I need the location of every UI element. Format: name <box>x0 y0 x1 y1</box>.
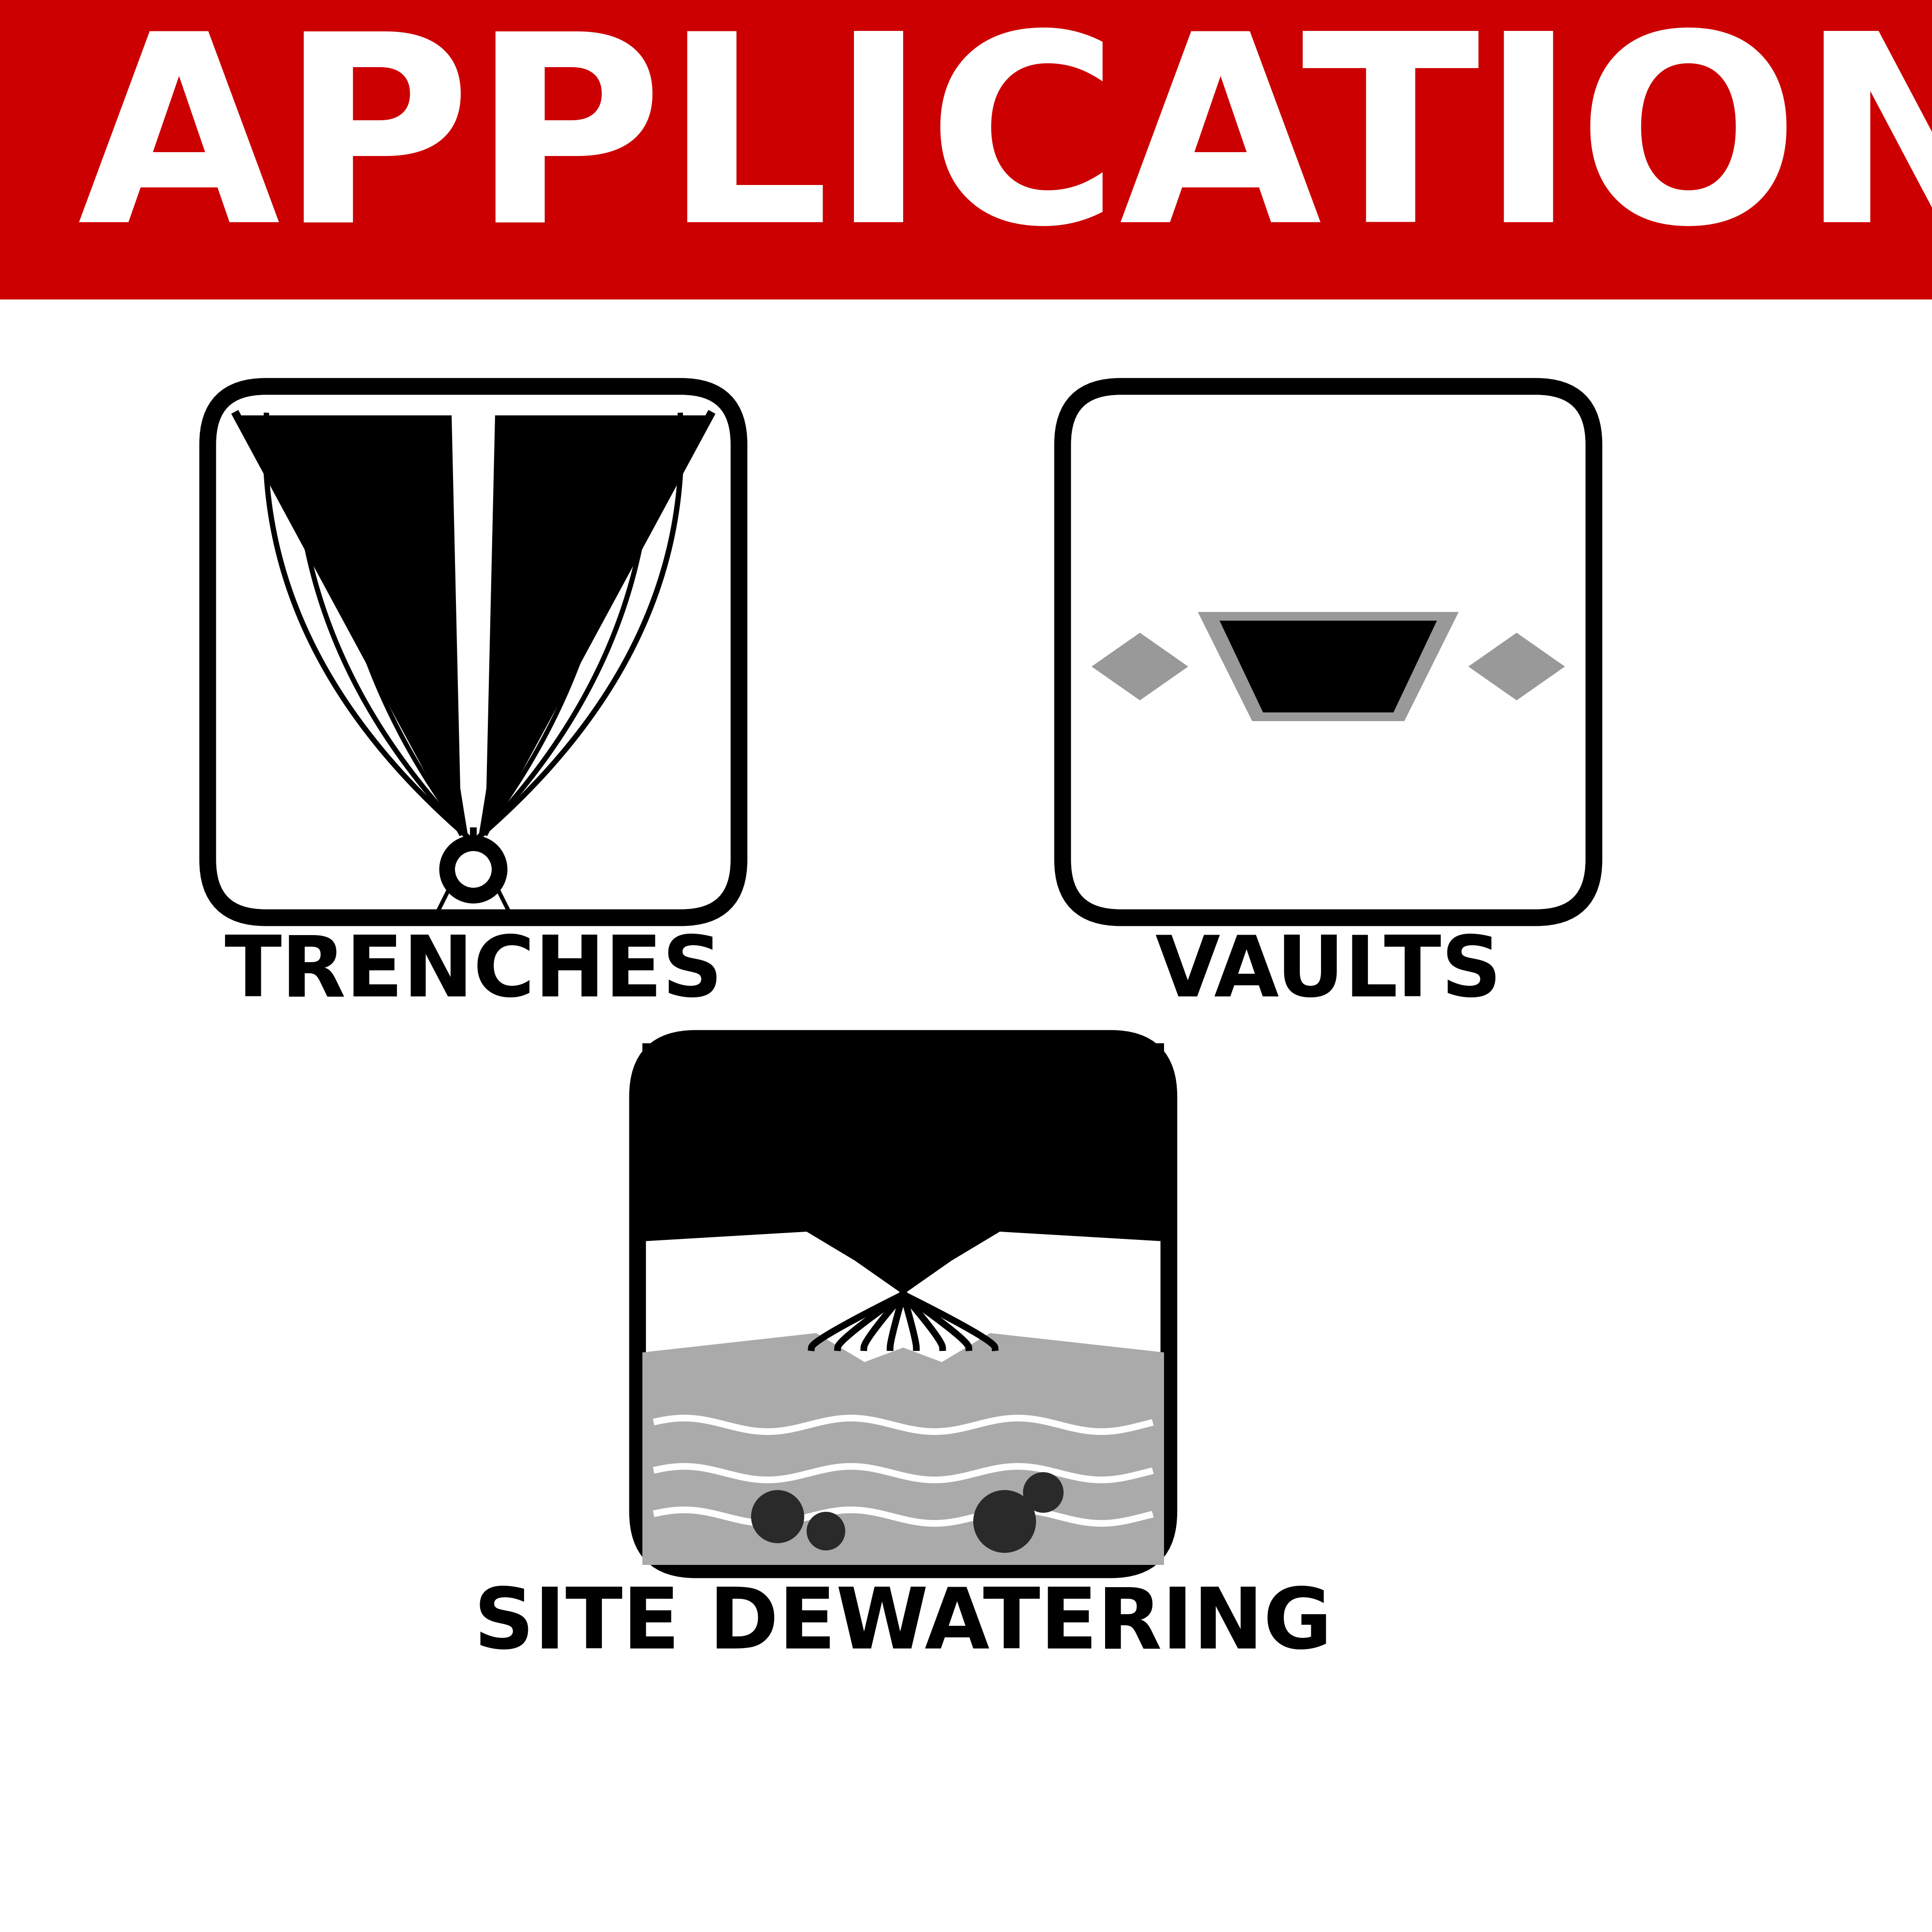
FancyBboxPatch shape <box>1063 386 1594 918</box>
FancyBboxPatch shape <box>0 0 1932 299</box>
Text: TRENCHES: TRENCHES <box>224 933 723 1014</box>
Circle shape <box>456 850 491 889</box>
Polygon shape <box>236 415 462 831</box>
Polygon shape <box>1468 634 1565 699</box>
Polygon shape <box>1198 612 1459 721</box>
Polygon shape <box>641 1333 1163 1565</box>
Text: SITE DEWATERING: SITE DEWATERING <box>473 1584 1333 1665</box>
FancyBboxPatch shape <box>209 386 738 918</box>
Circle shape <box>1024 1472 1063 1513</box>
Polygon shape <box>1092 634 1188 699</box>
Text: VAULTS: VAULTS <box>1155 933 1501 1014</box>
FancyBboxPatch shape <box>638 1039 1169 1569</box>
Text: APPLICATIONS: APPLICATIONS <box>77 23 1932 276</box>
Circle shape <box>808 1511 846 1549</box>
Circle shape <box>752 1490 804 1544</box>
Circle shape <box>442 838 504 900</box>
Polygon shape <box>1219 620 1437 713</box>
Polygon shape <box>485 415 711 831</box>
Circle shape <box>974 1490 1036 1553</box>
Polygon shape <box>641 1043 1163 1294</box>
